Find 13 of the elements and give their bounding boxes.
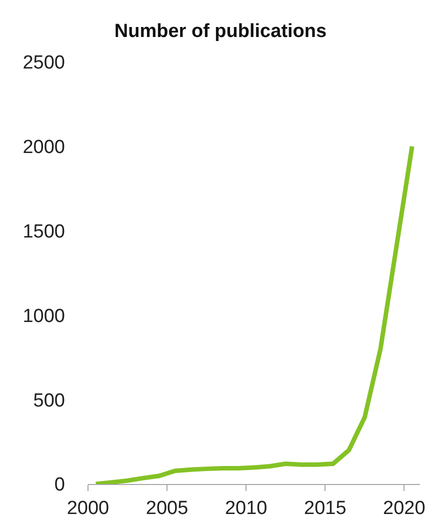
y-tick-label: 1500 [22, 221, 65, 242]
line-series [94, 144, 414, 484]
x-tick-label: 2015 [304, 498, 346, 519]
chart-title: Number of publications [114, 21, 327, 42]
y-tick-label: 2500 [22, 52, 65, 74]
y-tick-label: 0 [54, 474, 65, 496]
x-tick-label: 2010 [224, 498, 268, 519]
x-tick-label: 2000 [66, 498, 110, 519]
y-tick-label: 2000 [22, 137, 65, 158]
y-tick-label: 1000 [22, 306, 65, 327]
x-tick-label: 2020 [383, 498, 426, 519]
y-tick-label: 500 [33, 390, 65, 412]
x-tick-label: 2005 [146, 498, 188, 519]
